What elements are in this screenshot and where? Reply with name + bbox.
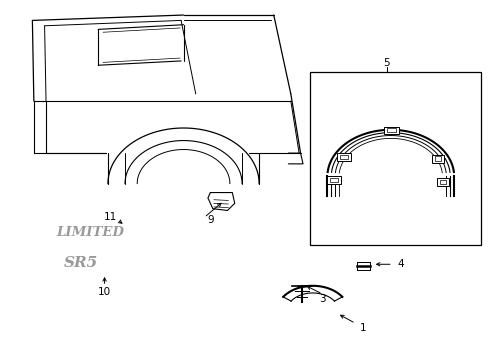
Text: 4: 4 xyxy=(396,259,403,269)
Bar xyxy=(436,178,448,186)
Bar xyxy=(384,127,398,134)
Bar xyxy=(310,72,480,244)
Bar xyxy=(327,176,340,184)
Text: 1: 1 xyxy=(360,323,366,333)
Bar xyxy=(431,155,443,163)
Bar xyxy=(439,180,446,184)
Text: 9: 9 xyxy=(206,215,213,225)
Bar xyxy=(339,154,347,159)
Text: 8: 8 xyxy=(470,164,477,174)
Text: SR5: SR5 xyxy=(64,256,98,270)
Text: 2: 2 xyxy=(423,215,430,225)
Bar xyxy=(434,156,441,161)
Text: 5: 5 xyxy=(383,58,389,68)
Text: 7: 7 xyxy=(367,126,374,135)
Text: 11: 11 xyxy=(103,212,117,221)
Bar xyxy=(386,128,395,132)
Text: 6: 6 xyxy=(368,212,375,221)
Bar xyxy=(330,178,337,182)
Text: 10: 10 xyxy=(98,287,111,297)
Bar xyxy=(336,153,350,161)
Text: LIMITED: LIMITED xyxy=(57,226,124,239)
Text: 3: 3 xyxy=(319,294,325,304)
